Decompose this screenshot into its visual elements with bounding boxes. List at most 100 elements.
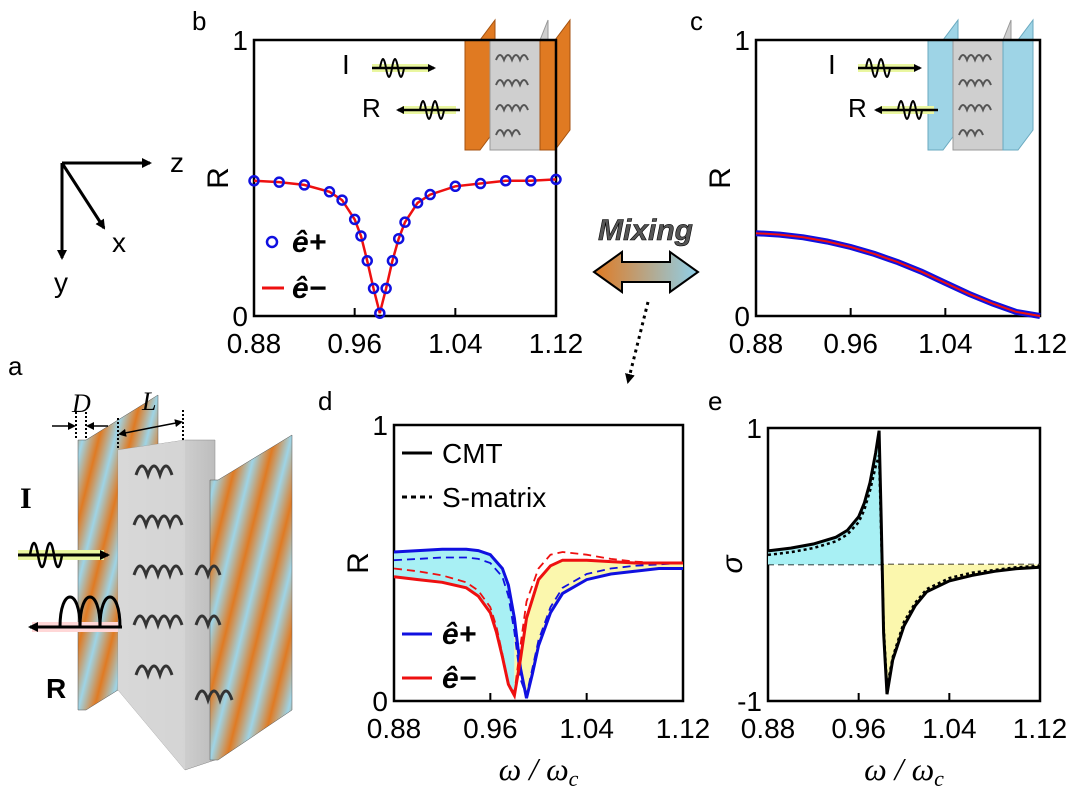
data-point-e-plus	[449, 180, 462, 193]
data-point-e-plus	[525, 175, 537, 187]
x-tick-label: 0.88	[741, 713, 796, 744]
panel-label-c: c	[690, 6, 703, 36]
data-point-e-plus	[348, 213, 361, 226]
inset-b-incident-label: I	[342, 49, 350, 80]
y-tick-label: 1	[734, 25, 750, 56]
x-tick-label: 1.12	[1013, 328, 1068, 359]
x-tick-label: 1.12	[529, 328, 584, 359]
x-tick-label: 0.96	[463, 713, 518, 744]
x-tick-label: 0.96	[831, 713, 886, 744]
x-tick-label: 0.96	[823, 328, 878, 359]
y-tick-label: 0	[232, 301, 248, 332]
panel-label-b: b	[192, 6, 206, 36]
mixing-dotted-arrow	[625, 301, 650, 384]
y-tick-label: 1	[746, 413, 762, 444]
legend-marker-e-plus	[265, 235, 279, 249]
x-tick-label: 0.96	[327, 328, 382, 359]
inset-c-incident-label: I	[828, 49, 836, 80]
helix-elements	[132, 464, 234, 705]
series-line-e-plus	[755, 230, 1041, 319]
y-axis-label: σ	[716, 554, 749, 574]
fill-region-cyan	[394, 549, 515, 696]
chart-panel-c: 0.88 0.96 1.04 1.12 0 1 R	[704, 25, 1067, 359]
x-tick-label: 1.12	[656, 713, 711, 744]
legend-label-e-plus: ê+	[442, 618, 476, 651]
axes-diagram: z x y	[54, 147, 184, 298]
panel-label-d: d	[318, 386, 332, 416]
y-axis-label: R	[202, 167, 235, 189]
incident-label: I	[20, 482, 32, 515]
mixing-indicator: Mixing	[592, 214, 700, 384]
legend-label-e-minus: ê−	[292, 272, 326, 305]
x-tick-label: 0.88	[367, 713, 422, 744]
axis-y-label: y	[54, 267, 68, 298]
chart-panel-b: 0.88 0.96 1.04 1.12 0 1 Rê+ ê−	[202, 25, 583, 359]
panel-label-a: a	[8, 351, 23, 381]
right-mirror-plate	[209, 434, 293, 761]
data-point-e-plus	[273, 176, 285, 188]
reflected-label: R	[46, 673, 66, 704]
y-axis-label: R	[342, 552, 375, 574]
y-axis-label: R	[704, 167, 737, 189]
series-line-e-minus	[755, 232, 1041, 317]
legend-label-cmt: CMT	[442, 438, 503, 469]
inset-c: I R	[828, 18, 1034, 151]
data-point-e-plus	[336, 194, 348, 206]
inset-b-reflected-label: R	[362, 93, 381, 123]
y-tick-label: 1	[232, 25, 248, 56]
y-tick-label: 1	[372, 410, 388, 441]
panel-label-e: e	[708, 386, 722, 416]
fill-region-cyan	[768, 430, 882, 565]
legend-label-e-plus: ê+	[292, 226, 326, 259]
data-point-e-plus	[248, 175, 260, 187]
data-point-e-plus	[392, 232, 405, 245]
chart-panel-e: 0.88 0.96 1.04 1.12 -1 1 σ ω / ωc	[716, 413, 1067, 788]
x-tick-label: 1.12	[1013, 713, 1068, 744]
label-D: D	[71, 389, 91, 418]
x-tick-label: 0.88	[227, 328, 282, 359]
data-point-e-plus	[424, 188, 436, 201]
y-tick-label: -1	[737, 686, 762, 717]
data-point-e-plus	[323, 186, 336, 198]
x-axis-label: ω / ωc	[864, 751, 944, 788]
axis-x-label: x	[112, 227, 126, 258]
data-point-e-plus	[399, 216, 411, 228]
mixing-double-arrow	[592, 250, 700, 294]
chart-panel-d: 0.88 0.96 1.04 1.12 0 1 Rω / ωc CMT S-matrix ê+ ê−	[342, 410, 710, 788]
data-point-e-plus	[386, 255, 399, 267]
label-L: L	[141, 387, 156, 416]
axis-z-label: z	[170, 147, 184, 178]
data-point-e-plus	[374, 307, 386, 319]
fill-region-yellow	[883, 564, 1040, 695]
x-tick-label: 1.04	[922, 713, 977, 744]
y-tick-label: 0	[734, 301, 750, 332]
data-point-e-plus	[380, 282, 392, 295]
data-point-e-plus	[474, 177, 487, 190]
plot-frame	[754, 38, 1042, 318]
panel-a-illustration: D L I R	[18, 387, 293, 771]
inset-c-reflected-label: R	[848, 93, 867, 123]
data-point-e-plus	[499, 175, 512, 187]
series-cmt	[767, 430, 1041, 695]
legend-label-smatrix: S-matrix	[442, 482, 546, 513]
data-point-e-plus	[550, 173, 562, 186]
reflected-wave-icon	[28, 595, 122, 632]
data-point-e-plus	[298, 179, 311, 191]
x-tick-label: 1.04	[559, 713, 614, 744]
legend-label-e-minus: ê−	[442, 662, 476, 695]
data-point-e-plus	[411, 197, 424, 209]
x-tick-label: 1.04	[918, 328, 973, 359]
incident-wave-icon	[18, 541, 110, 569]
plot-frame	[252, 38, 558, 318]
mixing-label: Mixing	[598, 214, 693, 247]
y-tick-label: 0	[372, 686, 388, 717]
data-point-e-plus	[355, 230, 367, 242]
fill-region-yellow	[514, 560, 683, 699]
data-point-e-plus	[367, 282, 380, 295]
data-point-e-plus	[361, 255, 373, 267]
x-tick-label: 1.04	[428, 328, 483, 359]
x-axis-label: ω / ωc	[499, 751, 579, 788]
series-solid-e-plus	[393, 547, 683, 699]
series-solid-e-minus	[393, 558, 683, 701]
